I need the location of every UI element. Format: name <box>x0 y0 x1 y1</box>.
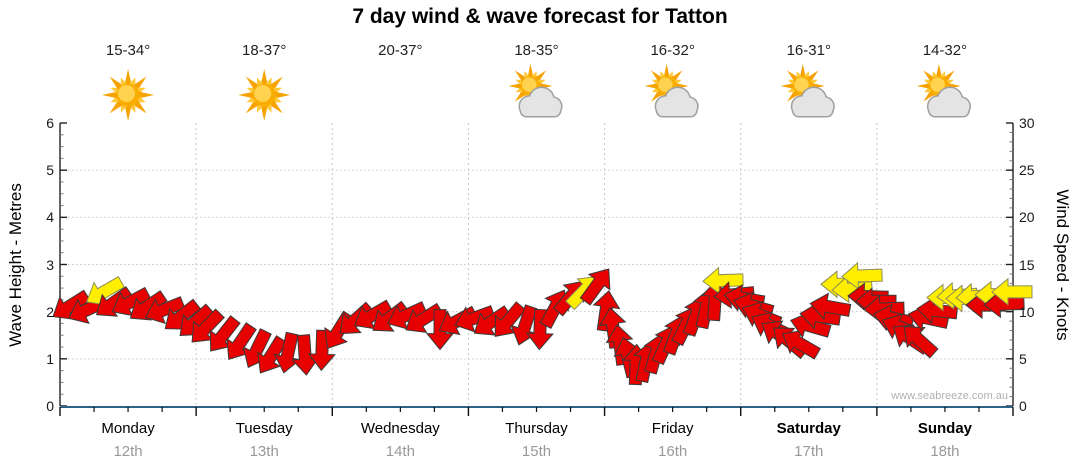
temperature-range: 15-34° <box>105 42 151 59</box>
weather-icon-partly-cloudy <box>644 63 699 118</box>
wind-arrow <box>473 305 512 336</box>
right-axis-tick: 0 <box>1019 398 1027 414</box>
left-axis-tick: 6 <box>46 115 54 131</box>
right-axis-tick: 30 <box>1019 115 1035 131</box>
day-name: Sunday <box>917 420 973 437</box>
day-name: Friday <box>651 420 694 437</box>
left-axis-tick: 2 <box>46 303 54 320</box>
weather-icon-partly-cloudy <box>508 63 563 118</box>
temperature-range: 18-35° <box>514 42 559 59</box>
wind-arrow <box>579 268 611 306</box>
temperature-range: 16-31° <box>786 42 831 59</box>
temperature-range: 16-32° <box>650 42 695 59</box>
wind-arrow <box>991 277 1033 306</box>
watermark: www.seabreeze.com.au <box>891 390 1008 402</box>
weather-icon-sunny <box>238 69 291 121</box>
wind-arrow <box>339 301 375 335</box>
right-axis-tick: 20 <box>1019 209 1035 226</box>
wind-arrow <box>809 292 852 321</box>
right-axis-tick: 25 <box>1019 162 1035 179</box>
left-axis-tick: 3 <box>46 256 54 273</box>
right-axis-tick: 15 <box>1019 256 1035 273</box>
wind-arrow <box>95 286 134 317</box>
day-date: 13th <box>249 443 279 460</box>
wind-arrow <box>903 326 939 359</box>
left-axis-tick: 1 <box>46 350 54 367</box>
right-axis-tick: 10 <box>1019 303 1035 320</box>
wind-arrow <box>257 335 288 374</box>
weather-icon-sunny <box>102 69 155 121</box>
weather-icon-partly-cloudy <box>916 63 971 118</box>
wind-arrow <box>144 296 186 325</box>
day-name: Saturday <box>776 420 841 437</box>
day-name: Monday <box>101 420 155 437</box>
left-axis-tick: 0 <box>46 398 54 414</box>
wind-arrow <box>592 290 621 332</box>
temperature-range: 20-37° <box>378 42 423 59</box>
day-date: 15th <box>521 443 552 460</box>
day-date: 16th <box>658 443 688 460</box>
day-name: Thursday <box>505 420 568 437</box>
left-axis-tick: 5 <box>46 162 54 179</box>
day-name: Tuesday <box>235 420 293 437</box>
temperature-range: 18-37° <box>242 42 287 59</box>
day-date: 18th <box>930 443 960 460</box>
day-date: 14th <box>385 443 415 460</box>
day-name: Wednesday <box>360 420 440 437</box>
wind-arrow <box>372 300 410 332</box>
right-axis-tick: 5 <box>1019 350 1027 367</box>
wind-arrow <box>454 305 496 333</box>
left-axis-tick: 4 <box>46 209 54 226</box>
page-title: 7 day wind & wave forecast for Tatton <box>352 5 728 28</box>
day-date: 12th <box>113 443 143 460</box>
weather-icon-partly-cloudy <box>780 63 835 118</box>
day-date: 17th <box>794 443 824 460</box>
temperature-range: 14-32° <box>922 42 968 59</box>
